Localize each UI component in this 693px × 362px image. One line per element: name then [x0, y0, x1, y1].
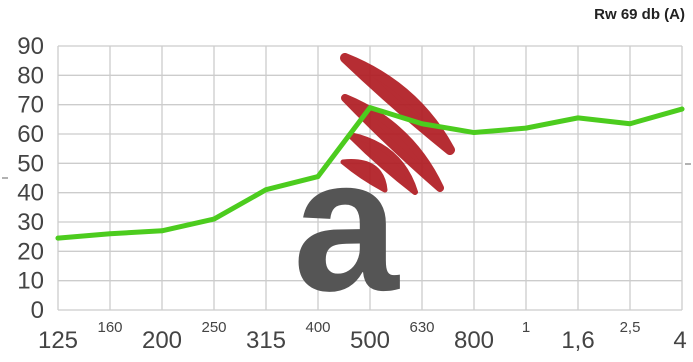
- data-point: [211, 216, 217, 222]
- y-tick-label: 70: [17, 92, 44, 119]
- data-point: [107, 231, 113, 237]
- y-tick-label: 10: [17, 268, 44, 295]
- data-point: [523, 125, 529, 131]
- x-tick-label: 1,6: [561, 327, 594, 354]
- x-tick-label: 250: [201, 319, 226, 336]
- x-tick-label: 4: [673, 327, 686, 354]
- x-tick-label: 500: [350, 327, 390, 354]
- logo-stripe: [340, 159, 388, 193]
- series-group: [55, 105, 685, 241]
- data-point: [575, 115, 581, 121]
- x-tick-label: 125: [38, 327, 78, 354]
- logo-stripe: [341, 94, 444, 192]
- x-tick-label: 800: [454, 327, 494, 354]
- data-point: [55, 235, 61, 241]
- y-tick-label: 20: [17, 238, 44, 265]
- y-tick-label: 60: [17, 121, 44, 148]
- logo-letter: a: [293, 119, 400, 331]
- y-tick-label: 90: [17, 33, 44, 60]
- y-tick-label: 30: [17, 209, 44, 236]
- x-tick-label: 400: [305, 319, 330, 336]
- data-point: [159, 228, 165, 234]
- data-point: [419, 121, 425, 127]
- y-tick-label: 0: [31, 297, 44, 324]
- x-tick-label: 315: [246, 327, 286, 354]
- x-tick-label: 1: [522, 319, 530, 336]
- data-point: [679, 106, 685, 112]
- data-point: [367, 105, 373, 110]
- x-tick-label: 630: [409, 319, 434, 336]
- x-tick-label: 200: [142, 327, 182, 354]
- data-point: [471, 130, 477, 135]
- rating-label: Rw 69 db (A): [594, 6, 685, 23]
- y-tick-label: 50: [17, 150, 44, 177]
- y-tick-label: 40: [17, 180, 44, 207]
- x-tick-label: 160: [97, 319, 122, 336]
- logo-stripe: [340, 53, 455, 155]
- logo-stripe: [347, 132, 418, 195]
- data-point: [627, 121, 633, 127]
- data-point: [315, 174, 321, 179]
- y-tick-label: 80: [17, 62, 44, 89]
- x-tick-label: 2,5: [620, 319, 641, 336]
- logo-icon: a: [293, 53, 455, 331]
- data-point: [263, 187, 269, 193]
